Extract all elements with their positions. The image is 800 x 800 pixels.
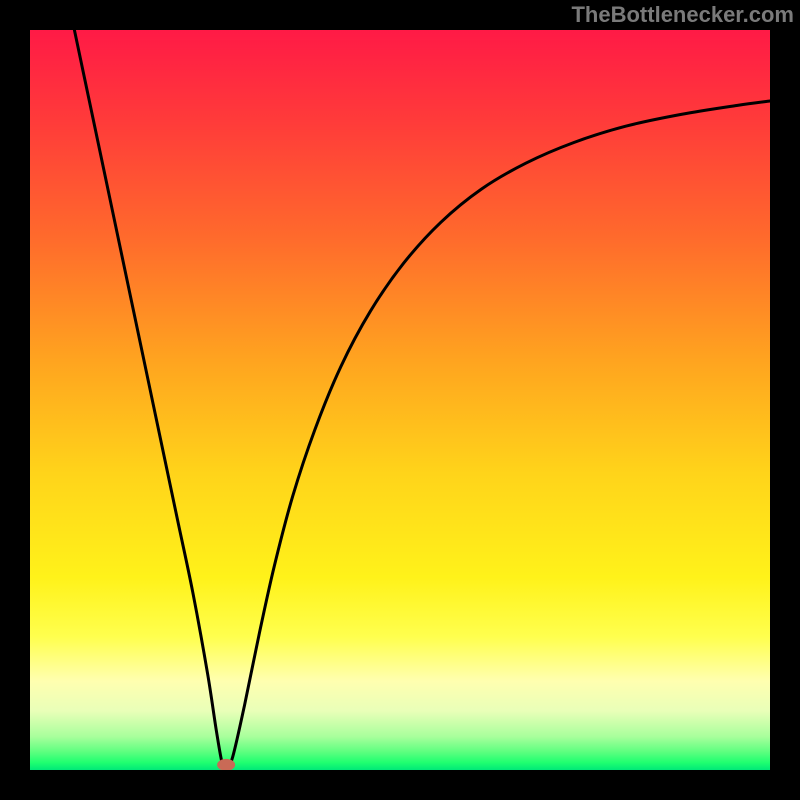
watermark-text: TheBottlenecker.com: [571, 2, 794, 28]
gradient-background: [30, 30, 770, 770]
plot-svg: [30, 30, 770, 770]
chart-container: TheBottlenecker.com: [0, 0, 800, 800]
plot-area: [30, 30, 770, 770]
